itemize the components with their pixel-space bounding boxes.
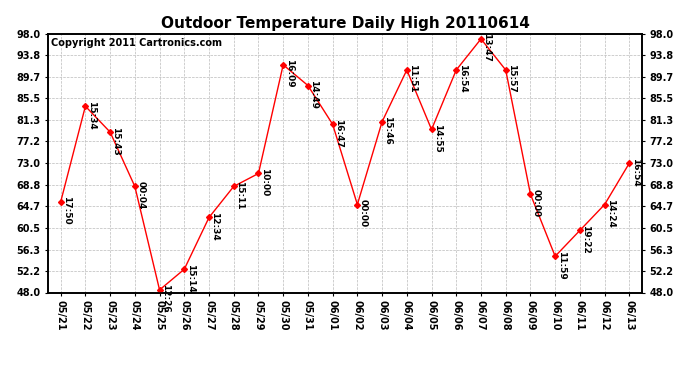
Text: 15:14: 15:14 [186, 264, 195, 292]
Text: 15:46: 15:46 [384, 116, 393, 145]
Text: 13:47: 13:47 [482, 33, 491, 62]
Text: 15:57: 15:57 [507, 64, 516, 93]
Text: 15:43: 15:43 [112, 126, 121, 155]
Text: 16:54: 16:54 [631, 158, 640, 186]
Text: 16:09: 16:09 [284, 59, 293, 88]
Text: 11:51: 11:51 [408, 64, 417, 93]
Text: 00:04: 00:04 [136, 181, 145, 209]
Text: 12:26: 12:26 [161, 284, 170, 313]
Text: Copyright 2011 Cartronics.com: Copyright 2011 Cartronics.com [51, 38, 222, 48]
Text: 19:22: 19:22 [581, 225, 590, 254]
Text: 15:34: 15:34 [87, 100, 96, 129]
Text: 12:34: 12:34 [210, 212, 219, 241]
Text: 10:00: 10:00 [260, 168, 269, 196]
Text: 14:24: 14:24 [606, 199, 615, 228]
Text: 11:59: 11:59 [557, 251, 566, 279]
Text: 17:50: 17:50 [62, 196, 71, 225]
Text: 00:00: 00:00 [359, 199, 368, 227]
Title: Outdoor Temperature Daily High 20110614: Outdoor Temperature Daily High 20110614 [161, 16, 529, 31]
Text: 16:54: 16:54 [457, 64, 466, 93]
Text: 15:11: 15:11 [235, 181, 244, 210]
Text: 14:55: 14:55 [433, 124, 442, 153]
Text: 14:49: 14:49 [309, 80, 318, 109]
Text: 00:00: 00:00 [532, 189, 541, 217]
Text: 16:47: 16:47 [334, 119, 343, 148]
